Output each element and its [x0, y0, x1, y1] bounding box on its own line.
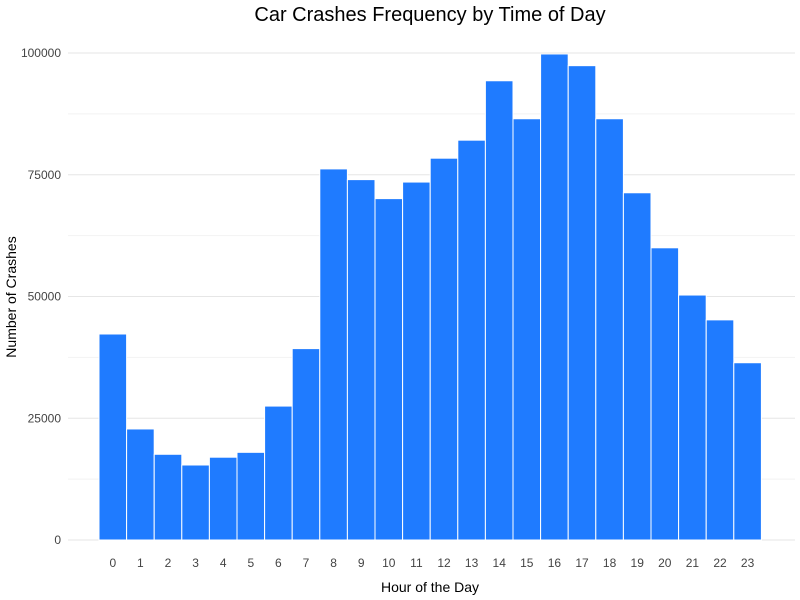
bar-hour-21 — [678, 294, 707, 541]
x-tick-label: 5 — [247, 556, 254, 570]
bar-hour-10 — [374, 198, 404, 541]
bar-hour-22 — [705, 319, 735, 541]
x-tick-label: 15 — [520, 556, 534, 570]
y-tick-labels: 0 25000 50000 75000 100000 — [21, 46, 61, 547]
x-tick-labels: 0 1 2 3 4 5 6 7 8 9 10 11 12 13 14 15 16 17 18 19 20 21 22 23 — [109, 556, 754, 570]
bar-hour-14 — [484, 80, 514, 541]
x-tick-label: 20 — [658, 556, 672, 570]
x-tick-label: 6 — [275, 556, 282, 570]
bar-hour-7 — [291, 348, 321, 541]
x-tick-label: 23 — [741, 556, 755, 570]
bar-hour-23 — [733, 362, 762, 541]
bar-hour-13 — [457, 139, 486, 541]
bar-hour-11 — [402, 181, 431, 541]
bar-hour-8 — [319, 168, 348, 541]
bar-hour-0 — [98, 333, 128, 541]
bar-hour-20 — [650, 247, 680, 541]
chart-title: Car Crashes Frequency by Time of Day — [254, 4, 605, 26]
bar-hour-15 — [512, 118, 542, 541]
x-tick-label: 11 — [410, 556, 423, 570]
x-axis-label: Hour of the Day — [381, 579, 479, 595]
y-tick-label: 75000 — [28, 168, 62, 182]
x-tick-label: 21 — [686, 556, 700, 570]
x-tick-label: 8 — [330, 556, 337, 570]
bar-hour-9 — [346, 179, 376, 541]
x-tick-label: 9 — [358, 556, 365, 570]
bar-hour-1 — [126, 428, 155, 541]
bar-hour-19 — [622, 192, 652, 541]
y-tick-label: 100000 — [21, 46, 61, 60]
x-tick-label: 16 — [548, 556, 562, 570]
bar-hour-2 — [153, 453, 183, 541]
x-tick-label: 10 — [382, 556, 396, 570]
y-tick-label: 25000 — [28, 411, 62, 425]
x-tick-label: 12 — [437, 556, 451, 570]
bar-hour-4 — [208, 456, 238, 541]
bars — [98, 53, 762, 541]
x-tick-label: 4 — [220, 556, 227, 570]
bar-hour-18 — [595, 118, 624, 541]
x-tick-label: 0 — [109, 556, 116, 570]
y-axis-label: Number of Crashes — [3, 236, 19, 357]
x-tick-label: 22 — [713, 556, 727, 570]
x-tick-label: 3 — [192, 556, 199, 570]
y-tick-label: 0 — [54, 533, 61, 547]
x-tick-label: 17 — [575, 556, 589, 570]
y-tick-label: 50000 — [28, 290, 62, 304]
x-tick-label: 2 — [165, 556, 172, 570]
bar-hour-6 — [264, 405, 293, 541]
x-tick-label: 19 — [631, 556, 645, 570]
bar-hour-17 — [567, 65, 597, 541]
x-tick-label: 13 — [465, 556, 479, 570]
x-tick-label: 14 — [493, 556, 507, 570]
bar-hour-5 — [236, 451, 266, 541]
x-tick-label: 1 — [137, 556, 144, 570]
bar-hour-3 — [181, 464, 210, 541]
bar-hour-16 — [540, 53, 569, 541]
bar-hour-12 — [429, 157, 459, 541]
x-tick-label: 18 — [603, 556, 617, 570]
x-tick-label: 7 — [303, 556, 310, 570]
